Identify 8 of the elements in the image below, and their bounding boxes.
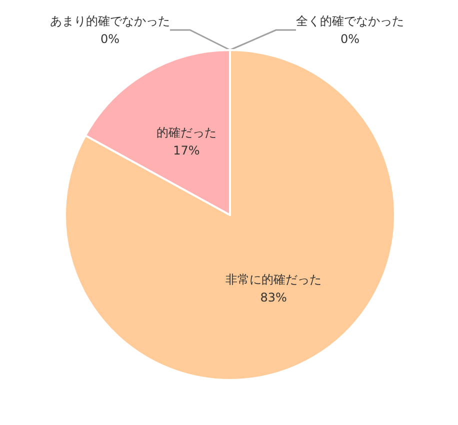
data-label: 17% bbox=[173, 143, 200, 158]
category-label: あまり的確でなかった bbox=[50, 14, 170, 28]
text: 0% bbox=[100, 32, 120, 46]
text: 0% bbox=[340, 32, 360, 46]
slice-label: 的確だった bbox=[156, 125, 216, 140]
data-label: 83% bbox=[260, 290, 287, 305]
category-label: 全く的確でなかった bbox=[296, 14, 404, 28]
slice-label: 非常に的確だった bbox=[226, 272, 322, 287]
